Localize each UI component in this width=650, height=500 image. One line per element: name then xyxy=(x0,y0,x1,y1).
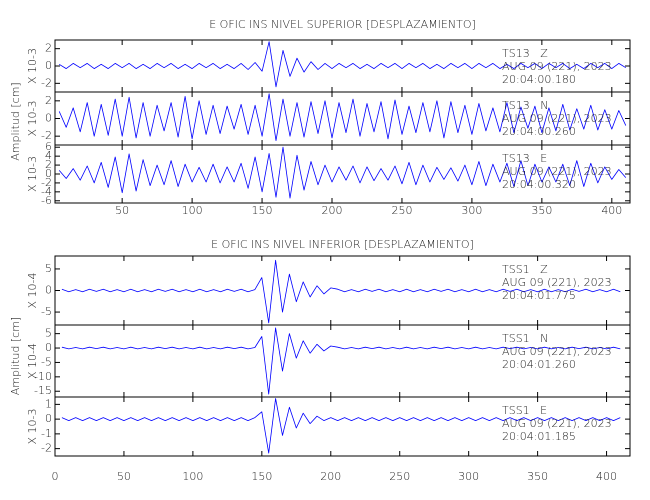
y-tick-label: 2 xyxy=(45,42,52,55)
x-tick-label: 0 xyxy=(52,470,59,483)
y-tick-label: 0 xyxy=(45,341,52,354)
y-tick-label: -6 xyxy=(41,194,52,207)
station-annotation: TS13 E xyxy=(502,152,547,165)
waveform xyxy=(61,327,621,395)
y-tick-label: 5 xyxy=(45,262,52,275)
station-annotation: AUG 09 (221), 2023 xyxy=(502,345,612,358)
y-tick-label: 0 xyxy=(45,284,52,297)
y-tick-label: -2 xyxy=(41,176,52,189)
scale-label: X 10-3 xyxy=(26,409,39,445)
x-tick-label: 250 xyxy=(391,204,412,217)
waveform xyxy=(58,93,627,141)
y-tick-label: 6 xyxy=(45,140,52,153)
station-annotation: TSS1 N xyxy=(502,332,548,345)
y-tick-label: -2 xyxy=(41,76,52,89)
station-annotation: AUG 09 (221), 2023 xyxy=(502,417,612,430)
panel-title: E OFIC INS NIVEL SUPERIOR [DESPLAZAMIENT… xyxy=(209,18,476,31)
station-annotation: 20:04:01.775 xyxy=(502,289,576,302)
x-tick-label: 400 xyxy=(601,204,622,217)
scale-label: X 10-3 xyxy=(26,48,39,84)
y-tick-label: 0 xyxy=(45,167,52,180)
panel-title: E OFIC INS NIVEL INFERIOR [DESPLAZAMIENT… xyxy=(211,238,474,251)
scale-label: X 10-4 xyxy=(26,343,39,379)
x-tick-label: 200 xyxy=(322,204,343,217)
y-tick-label: -2 xyxy=(41,129,52,142)
waveform xyxy=(58,146,627,199)
y-tick-label: 2 xyxy=(45,158,52,171)
station-annotation: 20:04:01.260 xyxy=(502,358,576,371)
x-tick-label: 100 xyxy=(182,204,203,217)
x-tick-label: 50 xyxy=(115,204,129,217)
y-tick-label: 0 xyxy=(45,112,52,125)
y-tick-label: -5 xyxy=(41,355,52,368)
station-annotation: 20:04:00.180 xyxy=(502,73,576,86)
y-tick-label: 1 xyxy=(45,397,52,410)
station-annotation: TS13 N xyxy=(502,99,548,112)
scale-label: X 10-3 xyxy=(26,101,39,137)
station-annotation: TSS1 Z xyxy=(502,263,548,276)
waveform xyxy=(61,259,621,324)
y-tick-label: -5 xyxy=(41,305,52,318)
station-annotation: TS13 Z xyxy=(502,47,548,60)
x-tick-label: 300 xyxy=(458,470,479,483)
panel-frame xyxy=(54,396,631,457)
y-tick-label: 0 xyxy=(45,59,52,72)
x-tick-label: 300 xyxy=(461,204,482,217)
y-axis-label: Amplitud [cm] xyxy=(9,82,22,160)
station-annotation: AUG 09 (221), 2023 xyxy=(502,276,612,289)
y-tick-label: -2 xyxy=(41,442,52,455)
station-annotation: 20:04:01.185 xyxy=(502,430,576,443)
y-tick-label: 4 xyxy=(45,149,52,162)
x-tick-label: 100 xyxy=(182,470,203,483)
x-tick-label: 200 xyxy=(320,470,341,483)
station-annotation: AUG 09 (221), 2023 xyxy=(502,60,612,73)
x-tick-label: 50 xyxy=(117,470,131,483)
x-tick-label: 250 xyxy=(389,470,410,483)
y-tick-label: 5 xyxy=(45,327,52,340)
x-tick-label: 400 xyxy=(596,470,617,483)
y-tick-label: -1 xyxy=(41,427,52,440)
y-tick-label: 0 xyxy=(45,412,52,425)
y-tick-label: 2 xyxy=(45,94,52,107)
station-annotation: AUG 09 (221), 2023 xyxy=(502,165,612,178)
y-tick-label: -4 xyxy=(41,185,52,198)
scale-label: X 10-4 xyxy=(26,273,39,309)
station-annotation: AUG 09 (221), 2023 xyxy=(502,112,612,125)
y-tick-label: -10 xyxy=(34,370,52,383)
waveform xyxy=(61,398,621,454)
y-tick-label: -15 xyxy=(34,384,52,397)
station-annotation: 20:04:00.320 xyxy=(502,178,576,191)
waveform xyxy=(58,41,627,88)
x-tick-label: 350 xyxy=(527,470,548,483)
x-tick-label: 350 xyxy=(531,204,552,217)
x-tick-label: 150 xyxy=(252,204,273,217)
y-axis-label: Amplitud [cm] xyxy=(9,317,22,395)
station-annotation: 20:04:00.260 xyxy=(502,125,576,138)
station-annotation: TSS1 E xyxy=(502,404,547,417)
x-tick-label: 150 xyxy=(251,470,272,483)
scale-label: X 10-3 xyxy=(26,156,39,192)
